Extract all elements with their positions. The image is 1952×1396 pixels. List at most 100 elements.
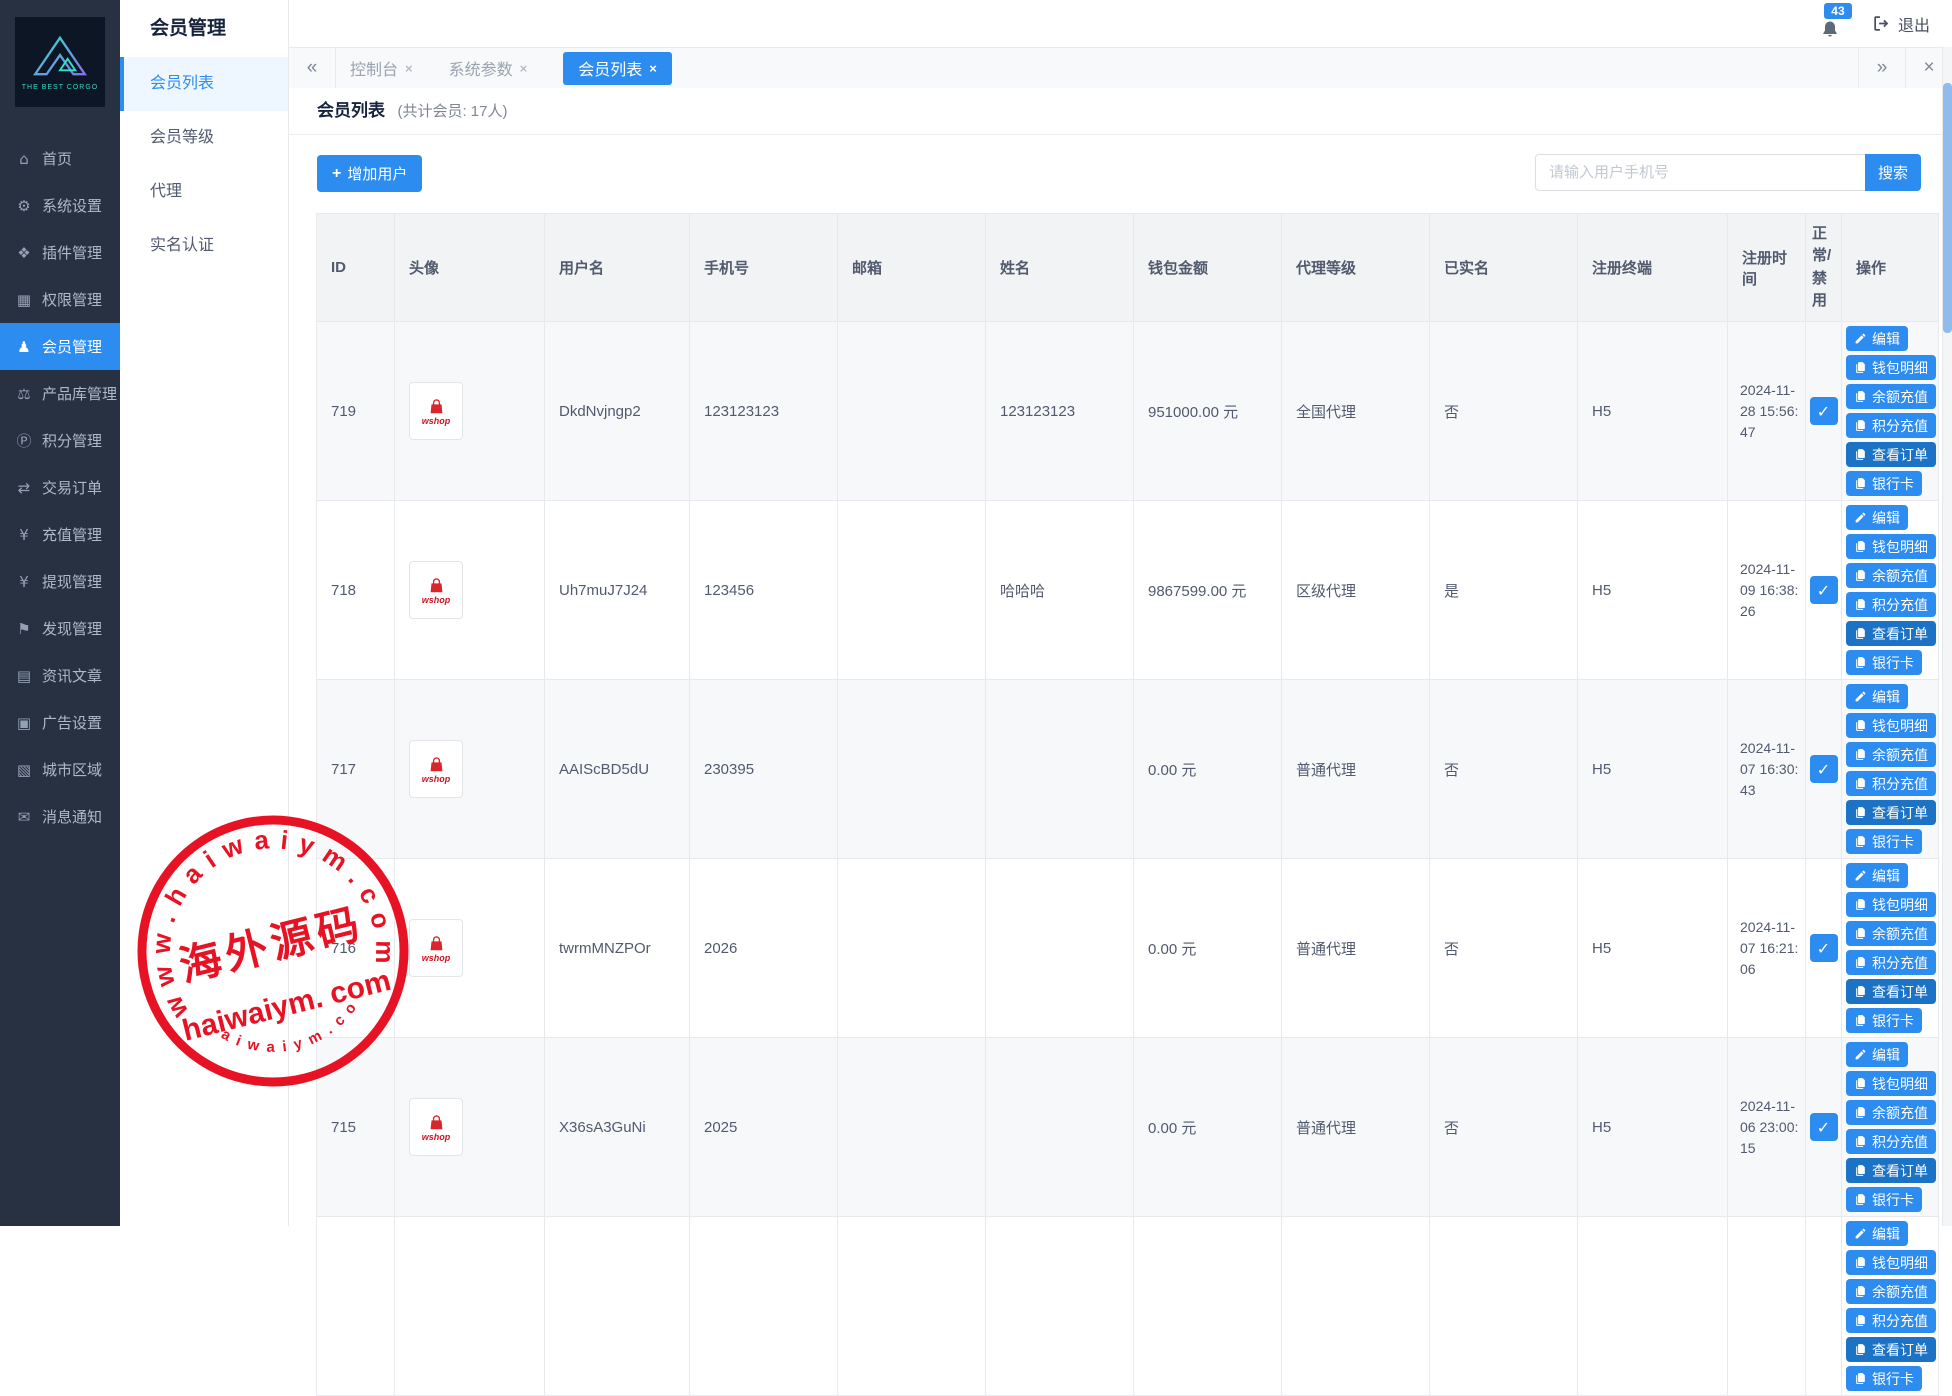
scrollbar-track[interactable] <box>1942 47 1952 1226</box>
document-icon <box>1856 628 1865 639</box>
cell-terminal: H5 <box>1577 679 1728 859</box>
points-recharge-button[interactable]: 积分充值 <box>1846 413 1936 438</box>
search-group: 搜索 <box>1535 154 1921 191</box>
tabs-scroll-left-button[interactable]: « <box>289 48 336 88</box>
avatar-caption: wshop <box>421 415 451 426</box>
sitemap-icon: ▦ <box>16 290 32 309</box>
view-orders-button[interactable]: 查看订单 <box>1846 979 1936 1004</box>
submenu-item-agents[interactable]: 代理 <box>120 165 288 219</box>
points-recharge-button[interactable]: 积分充值 <box>1846 1129 1936 1154</box>
edit-button[interactable]: 编辑 <box>1846 505 1908 530</box>
action-button-label: 钱包明细 <box>1872 717 1928 734</box>
sidebar-item-news-articles[interactable]: ▤ 资讯文章 <box>0 652 120 699</box>
sidebar-item-home[interactable]: ⌂ 首页 <box>0 135 120 182</box>
add-user-button[interactable]: + 增加用户 <box>317 155 423 192</box>
edit-button[interactable]: 编辑 <box>1846 684 1908 709</box>
document-icon <box>1856 1315 1865 1326</box>
document-icon <box>1856 1136 1865 1147</box>
bank-card-button[interactable]: 银行卡 <box>1846 1366 1922 1391</box>
search-input[interactable] <box>1535 154 1865 191</box>
status-toggle[interactable]: ✓ <box>1809 755 1838 783</box>
tab-close-icon[interactable]: × <box>405 60 413 76</box>
balance-recharge-button[interactable]: 余额充值 <box>1846 1100 1936 1125</box>
view-orders-button[interactable]: 查看订单 <box>1846 1158 1936 1183</box>
balance-recharge-button[interactable]: 余额充值 <box>1846 563 1936 588</box>
submenu-item-member-levels[interactable]: 会员等级 <box>120 111 288 165</box>
scrollbar-thumb[interactable] <box>1943 83 1952 333</box>
wallet-detail-button[interactable]: 钱包明细 <box>1846 355 1936 380</box>
cell-verified <box>1429 1216 1578 1396</box>
sidebar-item-discover-management[interactable]: ⚑ 发现管理 <box>0 605 120 652</box>
action-button-label: 银行卡 <box>1872 475 1914 492</box>
tabs-close-all-button[interactable]: × <box>1905 48 1952 88</box>
points-recharge-button[interactable]: 积分充值 <box>1846 950 1936 975</box>
edit-button[interactable]: 编辑 <box>1846 1221 1908 1246</box>
notification-button[interactable]: 43 <box>1818 2 1852 39</box>
points-recharge-button[interactable]: 积分充值 <box>1846 1308 1936 1333</box>
wallet-detail-button[interactable]: 钱包明细 <box>1846 713 1936 738</box>
sidebar-item-withdraw-management[interactable]: ¥ 提现管理 <box>0 558 120 605</box>
balance-recharge-button[interactable]: 余额充值 <box>1846 384 1936 409</box>
document-icon <box>1856 657 1865 668</box>
tab-close-icon[interactable]: × <box>649 60 657 76</box>
cell-phone: 230395 <box>689 679 838 859</box>
sidebar-item-permission-management[interactable]: ▦ 权限管理 <box>0 276 120 323</box>
cell-phone: 2026 <box>689 858 838 1038</box>
tab-member-list[interactable]: 会员列表 × <box>563 51 672 85</box>
status-toggle[interactable]: ✓ <box>1809 934 1838 962</box>
sidebar-item-label: 消息通知 <box>42 809 103 826</box>
points-recharge-button[interactable]: 积分充值 <box>1846 771 1936 796</box>
balance-recharge-button[interactable]: 余额充值 <box>1846 1279 1936 1304</box>
search-button[interactable]: 搜索 <box>1865 154 1921 191</box>
sidebar-item-product-library[interactable]: ⚖ 产品库管理 <box>0 370 120 417</box>
edit-button[interactable]: 编辑 <box>1846 863 1908 888</box>
cell-verified: 否 <box>1429 858 1578 1038</box>
bank-card-button[interactable]: 银行卡 <box>1846 829 1922 854</box>
sidebar-item-city-regions[interactable]: ▧ 城市区域 <box>0 746 120 793</box>
points-recharge-button[interactable]: 积分充值 <box>1846 592 1936 617</box>
wallet-detail-button[interactable]: 钱包明细 <box>1846 892 1936 917</box>
tab-system-params[interactable]: 系统参数 × <box>449 56 528 80</box>
wallet-detail-button[interactable]: 钱包明细 <box>1846 1250 1936 1275</box>
home-icon: ⌂ <box>19 149 29 168</box>
status-toggle[interactable]: ✓ <box>1809 576 1838 604</box>
view-orders-button[interactable]: 查看订单 <box>1846 800 1936 825</box>
action-buttons: 编辑钱包明细余额充值积分充值查看订单银行卡 <box>1846 863 1936 1033</box>
view-orders-button[interactable]: 查看订单 <box>1846 442 1936 467</box>
sidebar-item-label: 权限管理 <box>42 292 103 309</box>
sidebar-item-member-management[interactable]: ♟ 会员管理 <box>0 323 120 370</box>
sidebar-item-recharge-management[interactable]: ¥ 充值管理 <box>0 511 120 558</box>
wallet-detail-button[interactable]: 钱包明细 <box>1846 534 1936 559</box>
sidebar-item-trade-orders[interactable]: ⇄ 交易订单 <box>0 464 120 511</box>
status-toggle[interactable]: ✓ <box>1809 397 1838 425</box>
exchange-icon: ⇄ <box>17 478 31 497</box>
bank-card-button[interactable]: 银行卡 <box>1846 1187 1922 1212</box>
submenu-item-realname-auth[interactable]: 实名认证 <box>120 219 288 273</box>
balance-recharge-button[interactable]: 余额充值 <box>1846 742 1936 767</box>
view-orders-button[interactable]: 查看订单 <box>1846 1337 1936 1362</box>
bank-card-button[interactable]: 银行卡 <box>1846 1008 1922 1033</box>
map-icon: ▧ <box>16 760 32 779</box>
cell-avatar: wshop <box>394 858 545 1038</box>
edit-button[interactable]: 编辑 <box>1846 326 1908 351</box>
wallet-detail-button[interactable]: 钱包明细 <box>1846 1071 1936 1096</box>
view-orders-button[interactable]: 查看订单 <box>1846 621 1936 646</box>
sidebar-item-ad-settings[interactable]: ▣ 广告设置 <box>0 699 120 746</box>
tabs-scroll-right-button[interactable]: » <box>1858 48 1905 88</box>
logout-button[interactable]: 退出 <box>1872 12 1930 36</box>
tab-close-icon[interactable]: × <box>519 60 528 76</box>
tab-console[interactable]: 控制台 × <box>350 56 413 80</box>
bank-card-button[interactable]: 银行卡 <box>1846 471 1922 496</box>
submenu-item-member-list[interactable]: 会员列表 <box>120 57 288 111</box>
action-button-label: 银行卡 <box>1872 1012 1914 1029</box>
bank-card-button[interactable]: 银行卡 <box>1846 650 1922 675</box>
balance-recharge-button[interactable]: 余额充值 <box>1846 921 1936 946</box>
cell-wallet: 0.00 元 <box>1133 858 1282 1038</box>
status-toggle[interactable]: ✓ <box>1809 1113 1838 1141</box>
edit-button[interactable]: 编辑 <box>1846 1042 1908 1067</box>
document-icon <box>1856 1107 1865 1118</box>
sidebar-item-system-settings[interactable]: ⚙ 系统设置 <box>0 182 120 229</box>
sidebar-item-plugin-management[interactable]: ❖ 插件管理 <box>0 229 120 276</box>
sidebar-item-points-management[interactable]: Ⓟ 积分管理 <box>0 417 120 464</box>
sidebar-item-message-notifications[interactable]: ✉ 消息通知 <box>0 793 120 840</box>
